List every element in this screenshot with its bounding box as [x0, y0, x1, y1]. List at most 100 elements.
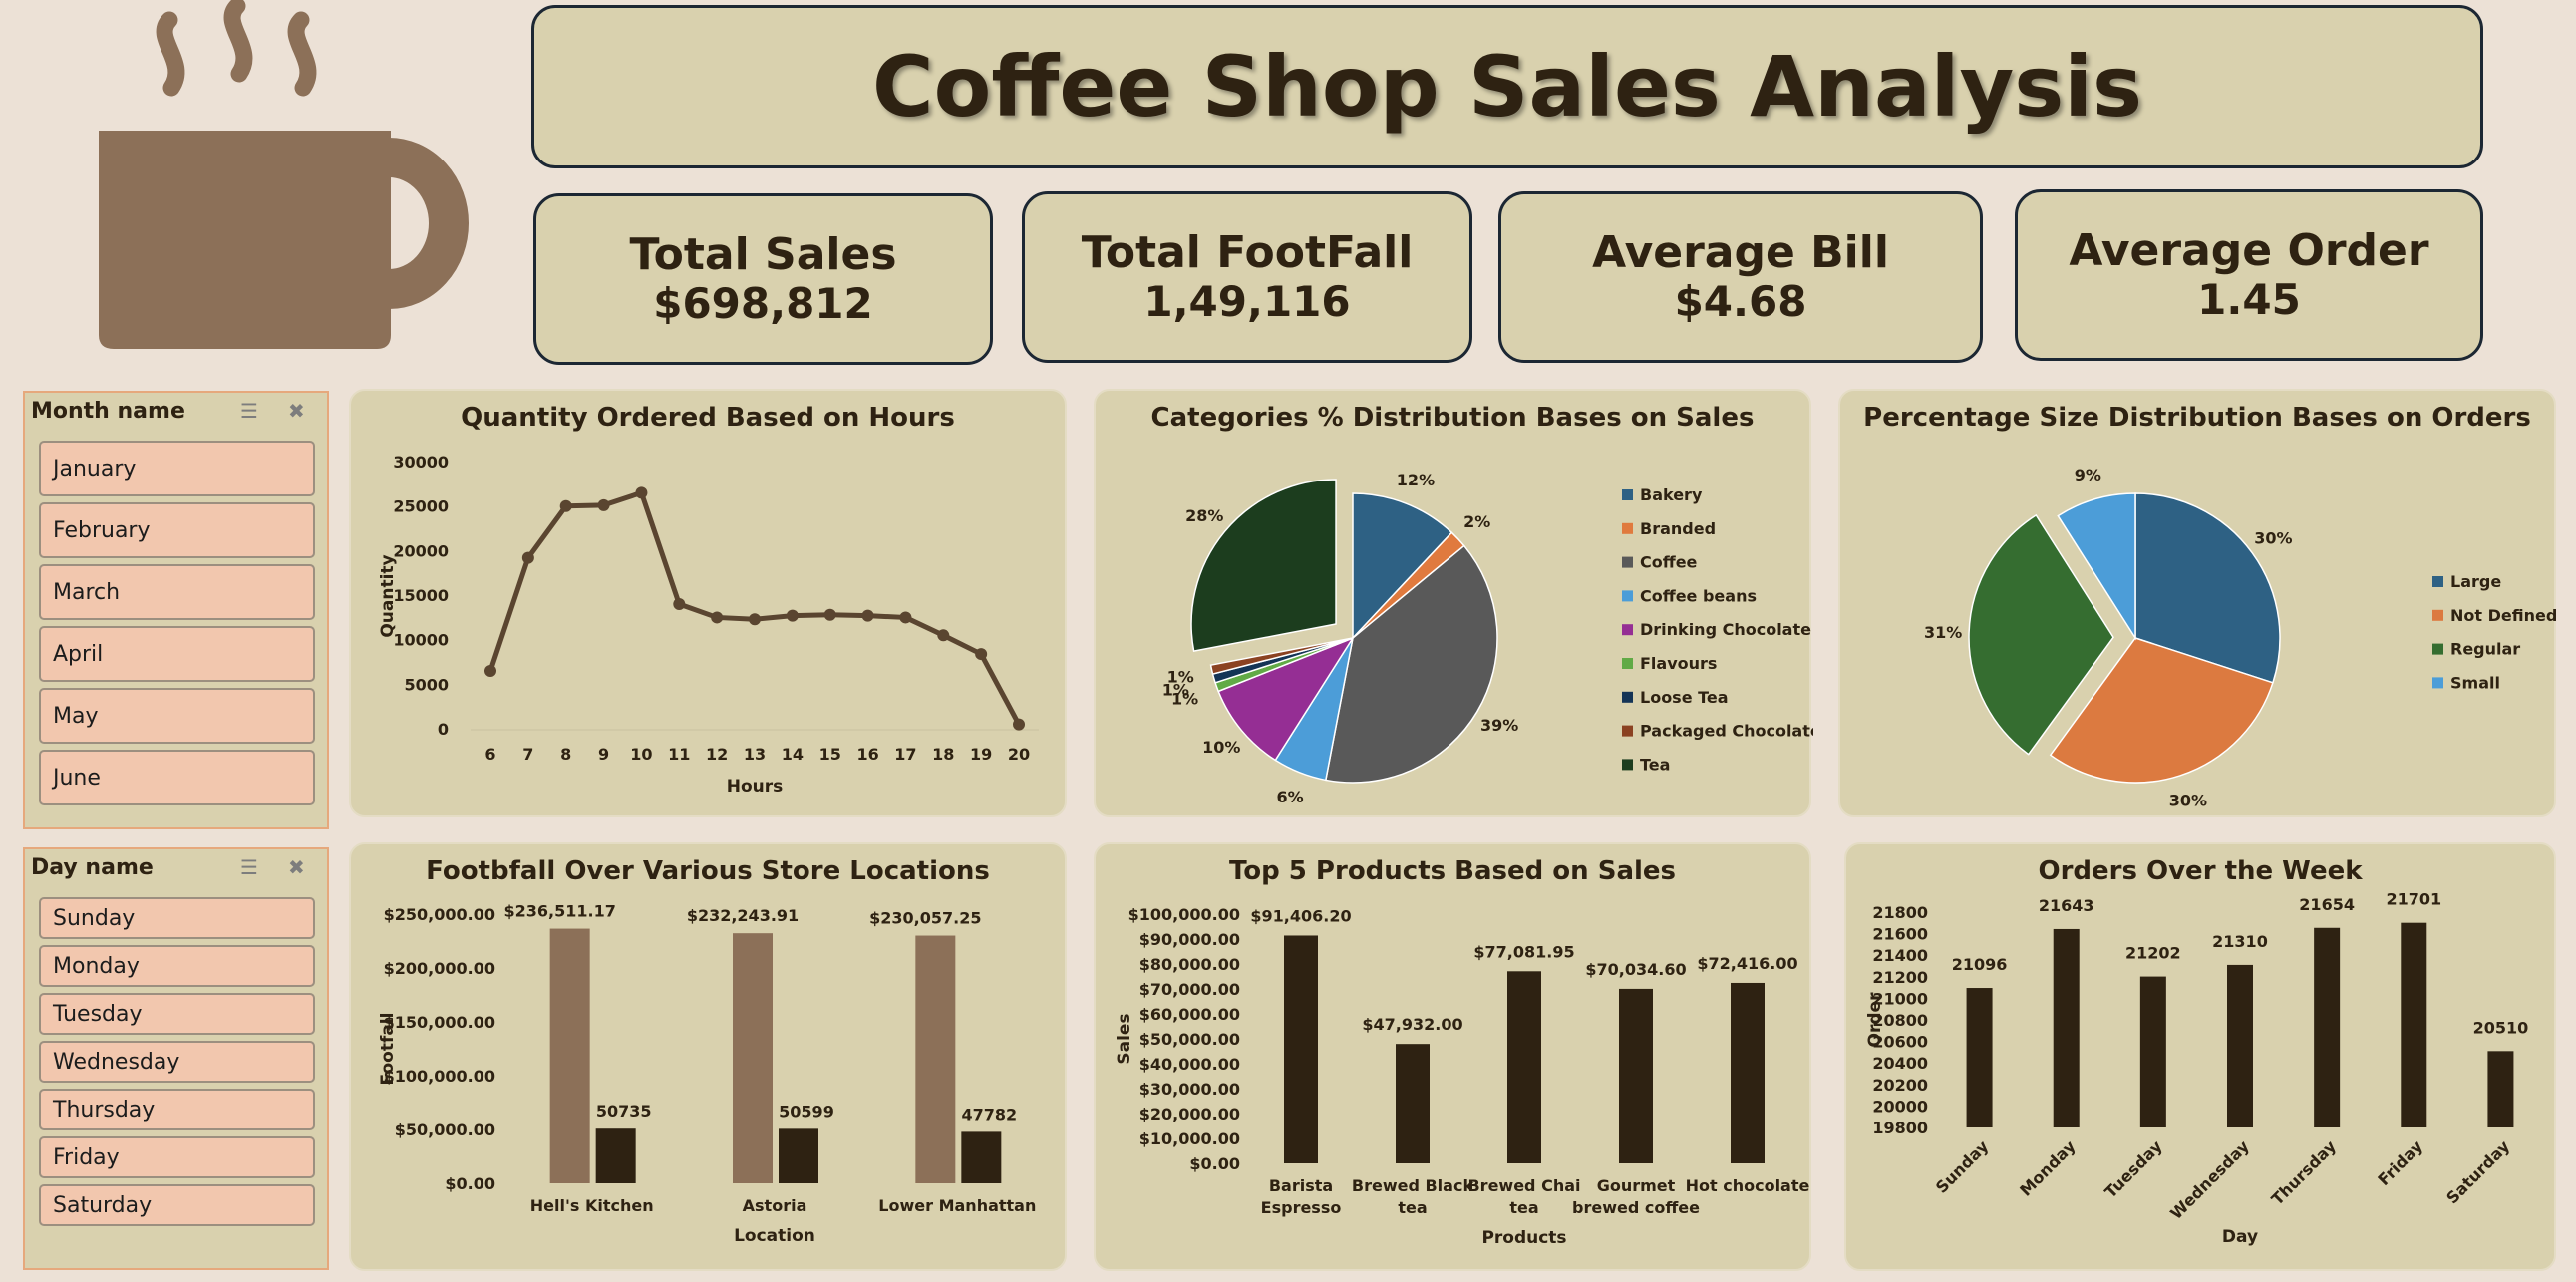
x-tick-label: 20 — [1008, 745, 1030, 764]
categories-chart-panel: Categories % Distribution Bases on Sales… — [1094, 389, 1813, 817]
data-point — [749, 613, 761, 626]
legend-label: Branded — [1640, 519, 1716, 538]
y-tick-label: 15000 — [393, 586, 449, 605]
y-axis-title: Quantity — [378, 554, 398, 637]
pie-slice — [1352, 492, 1453, 640]
legend-label: Loose Tea — [1640, 688, 1729, 707]
slicer-item-february[interactable]: February — [39, 502, 315, 558]
slicer-item-thursday[interactable]: Thursday — [39, 1089, 315, 1130]
bar — [2227, 964, 2253, 1127]
data-label: 20510 — [2473, 1018, 2529, 1037]
slicer-item-sunday[interactable]: Sunday — [39, 897, 315, 939]
slicer-item-january[interactable]: January — [39, 441, 315, 496]
x-tick-label: Hell's Kitchen — [530, 1196, 654, 1215]
x-tick-label: 13 — [744, 745, 766, 764]
sizes-chart-panel: Percentage Size Distribution Bases on Or… — [1838, 389, 2557, 817]
pie-slice — [1217, 636, 1355, 762]
x-tick-label: Hot chocolate — [1686, 1176, 1810, 1195]
legend-swatch — [1622, 658, 1633, 669]
bar — [1966, 988, 1993, 1127]
pie-slice — [1190, 479, 1337, 653]
y-axis-title: Footfall — [378, 1013, 398, 1086]
data-label: $232,243.91 — [687, 906, 799, 925]
pie-slice — [2049, 637, 2274, 784]
bar — [1507, 971, 1541, 1163]
kpi-value: 1.45 — [2197, 275, 2301, 325]
data-point — [823, 608, 836, 621]
y-tick-label: 20400 — [1872, 1054, 1928, 1073]
kpi-average-bill: Average Bill $4.68 — [1498, 191, 1983, 363]
slicer-header: Day name — [31, 855, 154, 880]
x-tick-label: Brewed Black — [1352, 1176, 1474, 1195]
slicer-item-friday[interactable]: Friday — [39, 1136, 315, 1178]
data-label: 6% — [1276, 788, 1303, 806]
legend-swatch — [2432, 643, 2443, 655]
kpi-total-sales: Total Sales $698,812 — [533, 193, 993, 365]
y-tick-label: $30,000.00 — [1139, 1080, 1240, 1099]
data-point — [899, 611, 912, 624]
bar — [2401, 922, 2427, 1127]
bar — [779, 1128, 818, 1183]
sizes-pie-chart: 30% Large 30% Not Defined 31% Regular 9% Small — [1924, 466, 2557, 810]
clear-filter-icon[interactable]: ✖ — [288, 855, 305, 879]
slicer-item-tuesday[interactable]: Tuesday — [39, 993, 315, 1035]
legend-swatch — [2432, 677, 2443, 689]
legend-swatch — [1622, 725, 1633, 737]
slicer-item-june[interactable]: June — [39, 750, 315, 805]
data-point — [673, 598, 686, 611]
month-slicer: Month name ☰ ✖ January February March Ap… — [23, 391, 329, 829]
chart-title: Categories % Distribution Bases on Sales — [1150, 403, 1755, 433]
data-label: 21202 — [2125, 944, 2181, 963]
data-point — [597, 498, 610, 511]
slicer-item-saturday[interactable]: Saturday — [39, 1184, 315, 1226]
chart-title: Orders Over the Week — [2038, 856, 2363, 886]
data-point — [635, 486, 648, 499]
data-label: 2% — [1463, 512, 1490, 531]
series-line — [487, 489, 1022, 726]
legend-label: Bakery — [1640, 485, 1703, 504]
x-tick-label: Friday — [2374, 1136, 2426, 1189]
data-label: 9% — [2075, 466, 2101, 484]
y-tick-label: 20000 — [1872, 1097, 1928, 1116]
slicer-item-april[interactable]: April — [39, 626, 315, 682]
y-tick-label: 21200 — [1872, 968, 1928, 987]
slicer-item-wednesday[interactable]: Wednesday — [39, 1041, 315, 1083]
clear-filter-icon[interactable]: ✖ — [288, 399, 305, 423]
data-label: 21643 — [2039, 896, 2094, 915]
multi-select-icon[interactable]: ☰ — [240, 855, 258, 879]
kpi-value: $698,812 — [653, 279, 873, 329]
slicer-item-monday[interactable]: Monday — [39, 945, 315, 987]
data-label: $236,511.17 — [503, 902, 615, 921]
data-point — [559, 499, 572, 512]
chart-title: Footbfall Over Various Store Locations — [426, 856, 990, 886]
legend-label: Coffee — [1640, 553, 1698, 572]
x-tick-label: 14 — [782, 745, 804, 764]
x-tick-label: tea — [1398, 1198, 1427, 1217]
x-tick-label: Gourmet — [1597, 1176, 1676, 1195]
data-point — [975, 648, 988, 661]
data-label: 39% — [1480, 716, 1518, 735]
data-label: 28% — [1185, 506, 1223, 525]
legend-swatch — [1622, 489, 1633, 500]
legend-swatch — [1622, 590, 1633, 602]
coffee-cup-icon — [99, 0, 469, 349]
y-tick-label: 10000 — [393, 631, 449, 650]
x-axis-title: Location — [734, 1226, 815, 1246]
y-axis-title: Order — [1865, 992, 1885, 1048]
slicer-item-may[interactable]: May — [39, 688, 315, 744]
data-point — [937, 629, 950, 642]
chart-title: Top 5 Products Based on Sales — [1228, 856, 1677, 886]
kpi-label: Average Order — [2069, 224, 2429, 276]
slicer-item-march[interactable]: March — [39, 564, 315, 620]
y-tick-label: 21600 — [1872, 925, 1928, 944]
legend-swatch — [1622, 759, 1633, 771]
y-tick-label: 21400 — [1872, 946, 1928, 965]
legend-swatch — [1622, 691, 1633, 703]
x-tick-label: Brewed Chai — [1467, 1176, 1580, 1195]
data-label: 21654 — [2299, 895, 2355, 914]
kpi-value: $4.68 — [1674, 277, 1807, 327]
y-tick-label: $0.00 — [1189, 1154, 1240, 1173]
dashboard-title: Coffee Shop Sales Analysis — [872, 38, 2142, 136]
multi-select-icon[interactable]: ☰ — [240, 399, 258, 423]
y-tick-label: $250,000.00 — [384, 905, 495, 924]
